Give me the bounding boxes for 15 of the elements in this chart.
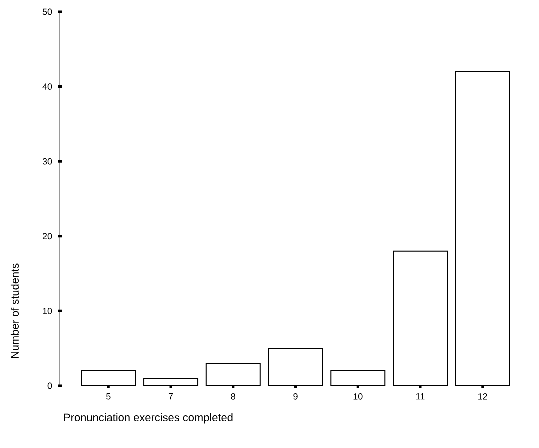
- x-tick-label: 10: [354, 394, 363, 400]
- y-axis-title: Number of students: [10, 264, 20, 358]
- x-tick-label: 11: [416, 394, 425, 400]
- x-tick-label: 12: [478, 394, 488, 400]
- y-tick-label: 0: [48, 382, 52, 390]
- y-tick-label: 10: [43, 308, 52, 314]
- y-tick-label: 20: [42, 233, 52, 240]
- x-tick-label: 7: [168, 394, 174, 400]
- y-tick-label: 50: [42, 8, 52, 16]
- y-tick-label: 40: [42, 84, 52, 90]
- x-tick-label: 9: [294, 394, 298, 400]
- x-tick-label: 5: [106, 394, 111, 400]
- x-axis-title: Pronunciation exercises completed: [64, 414, 233, 424]
- x-tick-label: 8: [231, 394, 236, 400]
- y-tick-label: 30: [42, 158, 52, 165]
